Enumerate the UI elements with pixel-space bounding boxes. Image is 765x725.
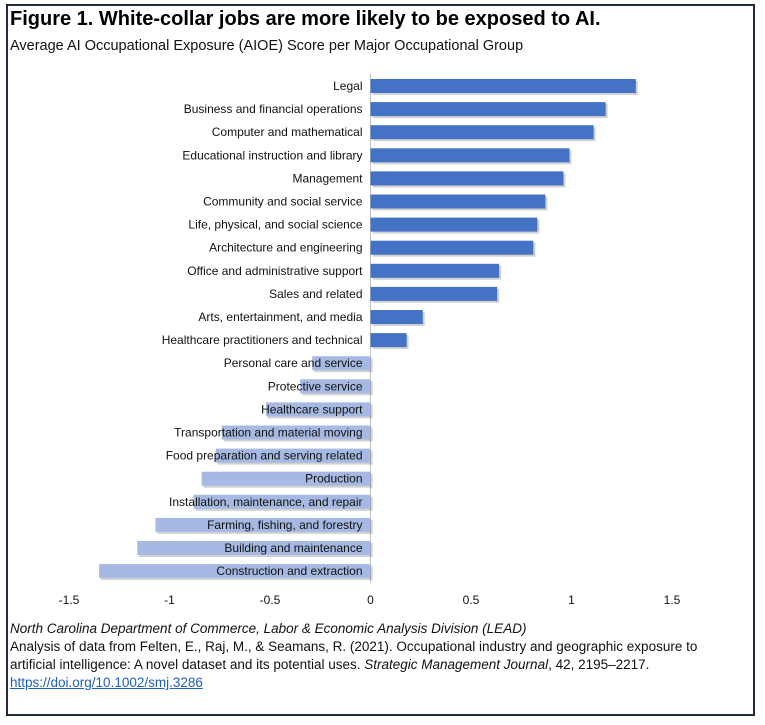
- category-label: Architecture and engineering: [209, 241, 362, 255]
- bar: [370, 148, 570, 163]
- bar: [370, 194, 546, 209]
- bar: [193, 494, 371, 509]
- category-label: Building and maintenance: [224, 541, 362, 555]
- category-label: Personal care and service: [224, 356, 363, 370]
- bar: [215, 448, 371, 463]
- bar: [265, 402, 371, 417]
- category-label: Arts, entertainment, and media: [198, 310, 362, 324]
- bar: [370, 286, 498, 301]
- bar: [370, 171, 564, 186]
- chart-subtitle: Average AI Occupational Exposure (AIOE) …: [10, 38, 524, 54]
- bar: [155, 517, 371, 532]
- category-label: Sales and related: [269, 287, 362, 301]
- category-label: Farming, fishing, and forestry: [207, 518, 362, 532]
- category-label: Office and administrative support: [187, 264, 363, 278]
- x-tick-label: 0: [367, 593, 374, 607]
- chart-title: Figure 1. White-collar jobs are more lik…: [10, 8, 601, 30]
- category-label: Food preparation and serving related: [166, 449, 363, 463]
- category-label: Community and social service: [203, 195, 363, 209]
- category-label: Computer and mathematical: [212, 125, 363, 139]
- bar: [201, 471, 371, 486]
- x-tick-label: 1.5: [664, 593, 681, 607]
- x-tick-label: 0.5: [463, 593, 480, 607]
- citation-volume: , 42, 2195–2217.: [548, 657, 650, 672]
- category-label: Protective service: [268, 379, 363, 393]
- category-label: Production: [305, 472, 362, 486]
- bar: [99, 564, 371, 579]
- bar: [370, 333, 407, 348]
- bar-chart: Legal Business and financial operations Co…: [59, 74, 681, 607]
- x-tick-label: -0.5: [260, 593, 281, 607]
- bar: [137, 541, 371, 555]
- bar: [370, 263, 500, 278]
- source-line: North Carolina Department of Commerce, L…: [10, 621, 527, 636]
- figure-frame: [6, 4, 755, 716]
- doi-link[interactable]: https://doi.org/10.1002/smj.3286: [10, 675, 203, 690]
- category-label: Business and financial operations: [184, 102, 363, 116]
- category-label: Legal: [333, 79, 362, 93]
- x-tick-label: -1: [164, 593, 175, 607]
- bar: [370, 102, 606, 117]
- category-label: Healthcare practitioners and technical: [162, 333, 363, 347]
- category-label: Life, physical, and social science: [188, 218, 362, 232]
- bar: [312, 356, 371, 371]
- bar: [370, 217, 538, 232]
- bar: [370, 310, 423, 324]
- citation-text: Analysis of data from Felten, E., Raj, M…: [10, 639, 698, 672]
- category-label: Construction and extraction: [216, 564, 362, 578]
- category-label: Healthcare support: [261, 402, 363, 416]
- bar: [370, 240, 534, 255]
- category-label: Installation, maintenance, and repair: [169, 495, 362, 509]
- bar: [370, 125, 594, 140]
- journal-name: Strategic Management Journal: [364, 657, 549, 672]
- category-label: Management: [292, 171, 363, 185]
- category-label: Educational instruction and library: [182, 148, 362, 162]
- category-label: Transportation and material moving: [174, 426, 362, 440]
- citation: Analysis of data from Felten, E., Raj, M…: [10, 638, 738, 674]
- bar: [370, 79, 636, 93]
- x-tick-label: -1.5: [59, 593, 80, 607]
- x-tick-label: 1: [568, 593, 575, 607]
- bar: [221, 425, 371, 440]
- bar: [300, 379, 371, 394]
- figure-footer: North Carolina Department of Commerce, L…: [10, 620, 738, 692]
